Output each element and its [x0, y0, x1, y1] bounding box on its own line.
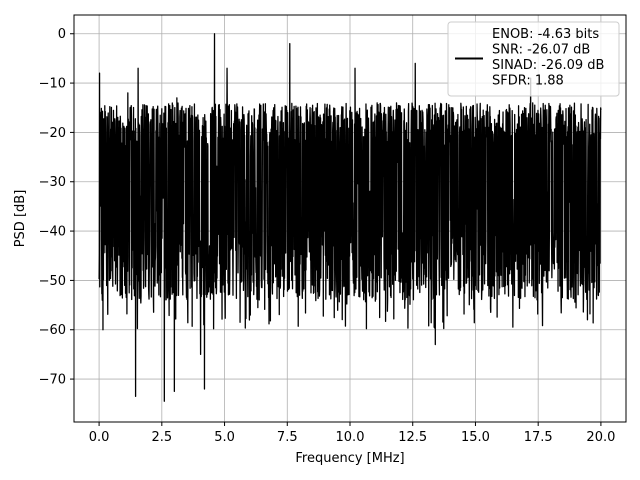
y-tick-label: −50	[39, 274, 66, 289]
plot-area	[98, 33, 602, 402]
y-tick-label: −30	[39, 175, 66, 190]
y-axis-label: PSD [dB]	[13, 190, 28, 248]
legend-sinad: SINAD: -26.09 dB	[492, 58, 604, 73]
legend-enob: ENOB: -4.63 bits	[492, 27, 599, 42]
legend-sfdr: SFDR: 1.88	[492, 74, 564, 89]
y-tick-label: 0	[58, 27, 66, 42]
x-axis-label: Frequency [MHz]	[295, 451, 404, 466]
y-tick-label: −70	[39, 373, 66, 388]
y-tick-label: −60	[39, 323, 66, 338]
legend-snr: SNR: -26.07 dB	[492, 43, 590, 58]
x-tick-label: 7.5	[277, 430, 298, 445]
x-tick-label: 15.0	[461, 430, 490, 445]
y-axis-ticks: 0 −10 −20 −30 −40 −50 −60 −70	[39, 27, 74, 388]
psd-series-line	[98, 33, 602, 402]
y-tick-label: −20	[39, 126, 66, 141]
x-tick-label: 10.0	[336, 430, 365, 445]
x-axis-ticks: 0.0 2.5 5.0 7.5 10.0 12.5 15.0 17.5 20.0	[89, 422, 615, 445]
legend-box	[447, 21, 620, 97]
x-tick-label: 20.0	[586, 430, 615, 445]
legend: ENOB: -4.63 bits SNR: -26.07 dB SINAD: -…	[447, 21, 620, 97]
x-tick-label: 5.0	[214, 430, 235, 445]
y-tick-label: −10	[39, 77, 66, 92]
y-tick-label: −40	[39, 225, 66, 240]
x-tick-label: 0.0	[89, 430, 110, 445]
x-tick-label: 17.5	[524, 430, 553, 445]
x-tick-label: 2.5	[151, 430, 172, 445]
x-tick-label: 12.5	[398, 430, 427, 445]
